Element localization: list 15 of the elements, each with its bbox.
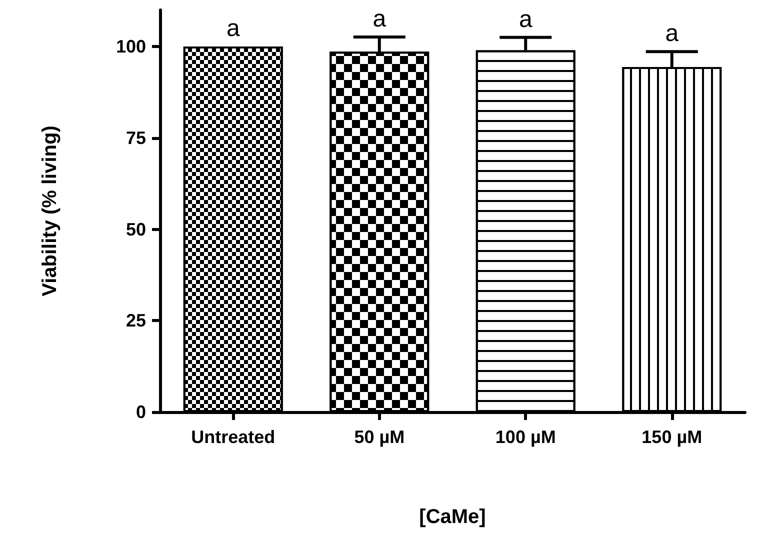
x-axis-title: [CaMe] <box>419 506 486 528</box>
y-tick-label: 0 <box>136 402 146 422</box>
y-axis-title: Viability (% living) <box>39 126 61 296</box>
x-tick-label: 50 µM <box>354 427 405 447</box>
x-tick-label: 150 µM <box>642 427 702 447</box>
y-tick-label: 25 <box>126 310 146 331</box>
annotation: a <box>372 6 387 33</box>
annotation: a <box>665 20 680 48</box>
x-tick-label: 100 µM <box>495 427 556 447</box>
y-tick-label: 75 <box>126 128 146 148</box>
x-tick-label: Untreated <box>191 427 276 447</box>
y-tick-label: 50 <box>126 219 146 240</box>
y-tick-label: 100 <box>116 36 146 57</box>
annotation: a <box>518 6 533 33</box>
annotation: a <box>226 15 240 42</box>
